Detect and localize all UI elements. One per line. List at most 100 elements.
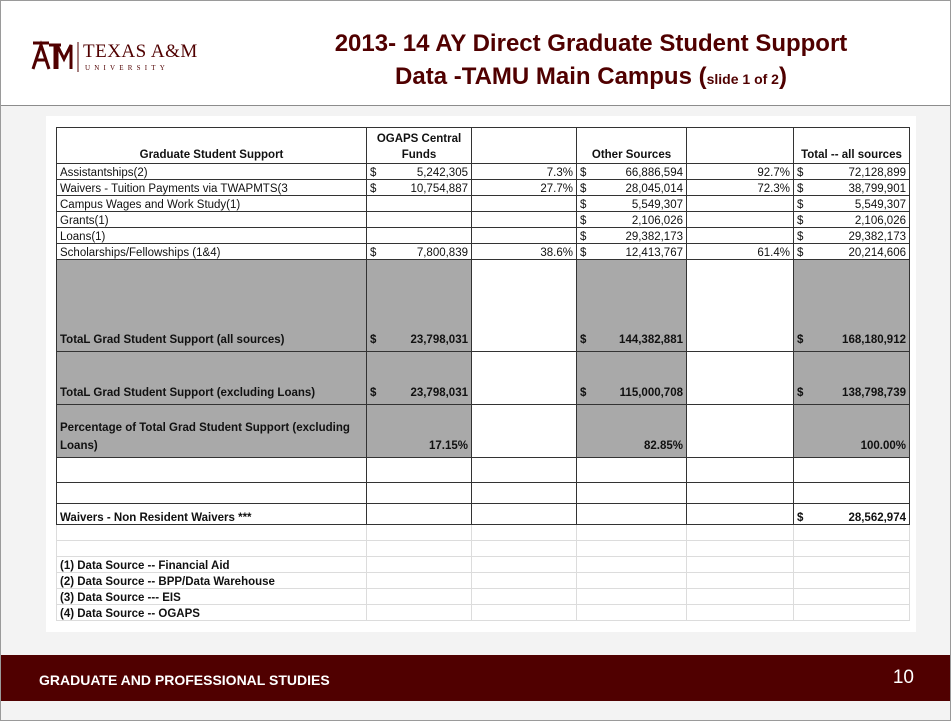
cell bbox=[686, 588, 794, 605]
cell: 38.6% bbox=[471, 243, 577, 260]
cell: $168,180,912 bbox=[793, 259, 910, 352]
header-row: Graduate Student Support OGAPS Central Fu… bbox=[56, 127, 910, 164]
cell bbox=[471, 572, 577, 589]
cell bbox=[366, 211, 472, 228]
cell bbox=[366, 227, 472, 244]
cell bbox=[471, 259, 577, 352]
slide-title: 2013- 14 AY Direct Graduate Student Supp… bbox=[241, 27, 941, 96]
cell bbox=[366, 482, 472, 504]
cell: 92.7% bbox=[686, 163, 794, 180]
cell: Percentage of Total Grad Student Support… bbox=[56, 404, 367, 458]
cell bbox=[793, 588, 910, 605]
currency: $ bbox=[580, 231, 587, 243]
footer-org: GRADUATE AND PROFESSIONAL STUDIES bbox=[39, 672, 330, 688]
cell: Loans(1) bbox=[56, 227, 367, 244]
logo-mark bbox=[29, 39, 73, 75]
amount: $28,045,014 bbox=[580, 183, 683, 195]
cell: $29,382,173 bbox=[793, 227, 910, 244]
amount-value: 5,549,307 bbox=[854, 199, 906, 211]
spreadsheet: Graduate Student Support OGAPS Central Fu… bbox=[46, 116, 916, 632]
currency: $ bbox=[370, 167, 377, 179]
cell bbox=[576, 482, 687, 504]
cell bbox=[471, 540, 577, 557]
cell: 61.4% bbox=[686, 243, 794, 260]
title-note: slide 1 of 2 bbox=[706, 71, 779, 87]
cell bbox=[471, 195, 577, 212]
currency: $ bbox=[797, 387, 804, 399]
cell bbox=[56, 540, 367, 557]
currency: $ bbox=[580, 247, 587, 259]
percent: 17.15% bbox=[428, 440, 468, 452]
cell bbox=[576, 524, 687, 541]
cell bbox=[471, 482, 577, 504]
cell: $2,106,026 bbox=[793, 211, 910, 228]
cell bbox=[686, 195, 794, 212]
currency: $ bbox=[797, 512, 804, 524]
cell bbox=[576, 572, 687, 589]
cell bbox=[471, 588, 577, 605]
amount-value: 28,562,974 bbox=[848, 512, 906, 524]
cell: $23,798,031 bbox=[366, 259, 472, 352]
currency: $ bbox=[370, 387, 377, 399]
currency: $ bbox=[370, 183, 377, 195]
cell bbox=[471, 524, 577, 541]
title-text: Data -TAMU Main Campus ( bbox=[395, 63, 707, 90]
amount-value: 2,106,026 bbox=[854, 215, 906, 227]
cell: $5,242,305 bbox=[366, 163, 472, 180]
amount-value: 72,128,899 bbox=[848, 167, 906, 179]
amount: $38,799,901 bbox=[797, 183, 906, 195]
amount: $144,382,881 bbox=[580, 331, 683, 349]
summary-row: TotaL Grad Student Support (excluding Lo… bbox=[56, 351, 910, 405]
cell: 7.3% bbox=[471, 163, 577, 180]
amount: $29,382,173 bbox=[797, 231, 906, 243]
cell: $38,799,901 bbox=[793, 179, 910, 196]
title-line: Data -TAMU Main Campus (slide 1 of 2) bbox=[241, 60, 941, 96]
currency: $ bbox=[797, 334, 804, 346]
amount-value: 28,045,014 bbox=[625, 183, 683, 195]
amount: $138,798,739 bbox=[797, 384, 906, 402]
cell: $115,000,708 bbox=[576, 351, 687, 405]
header-cell bbox=[686, 127, 794, 164]
cell: $2,106,026 bbox=[576, 211, 687, 228]
cell bbox=[686, 227, 794, 244]
cell: TotaL Grad Student Support (excluding Lo… bbox=[56, 351, 367, 405]
amount-value: 5,242,305 bbox=[416, 167, 468, 179]
cell bbox=[576, 503, 687, 525]
cell: 17.15% bbox=[366, 404, 472, 458]
amount-value: 7,800,839 bbox=[416, 247, 468, 259]
cell bbox=[471, 503, 577, 525]
amount: $72,128,899 bbox=[797, 167, 906, 179]
cell bbox=[366, 195, 472, 212]
empty-row bbox=[56, 457, 910, 483]
cell bbox=[793, 556, 910, 573]
cell bbox=[366, 457, 472, 483]
logo-divider bbox=[77, 42, 79, 72]
cell bbox=[471, 351, 577, 405]
empty-row bbox=[56, 482, 910, 504]
currency: $ bbox=[580, 183, 587, 195]
cell: $28,045,014 bbox=[576, 179, 687, 196]
cell: $23,798,031 bbox=[366, 351, 472, 405]
cell bbox=[686, 556, 794, 573]
cell bbox=[56, 482, 367, 504]
data-row: Waivers - Tuition Payments via TWAPMTS(3… bbox=[56, 179, 910, 196]
cell bbox=[686, 211, 794, 228]
currency: $ bbox=[580, 387, 587, 399]
cell bbox=[471, 404, 577, 458]
currency: $ bbox=[580, 215, 587, 227]
title-line: 2013- 14 AY Direct Graduate Student Supp… bbox=[334, 30, 848, 57]
empty-row bbox=[56, 540, 910, 557]
amount: $5,242,305 bbox=[370, 167, 468, 179]
header-cell: Other Sources bbox=[576, 127, 687, 164]
amount: $20,214,606 bbox=[797, 247, 906, 259]
amount-value: 138,798,739 bbox=[842, 387, 906, 399]
cell: $138,798,739 bbox=[793, 351, 910, 405]
amount: $12,413,767 bbox=[580, 247, 683, 259]
amount: $23,798,031 bbox=[370, 331, 468, 349]
data-row: Assistantships(2) $5,242,305 7.3% $66,886,5… bbox=[56, 163, 910, 180]
cell bbox=[686, 572, 794, 589]
percent: 61.4% bbox=[757, 247, 790, 259]
percent: 82.85% bbox=[643, 440, 683, 452]
cell bbox=[56, 524, 367, 541]
title-text: ) bbox=[778, 63, 787, 90]
